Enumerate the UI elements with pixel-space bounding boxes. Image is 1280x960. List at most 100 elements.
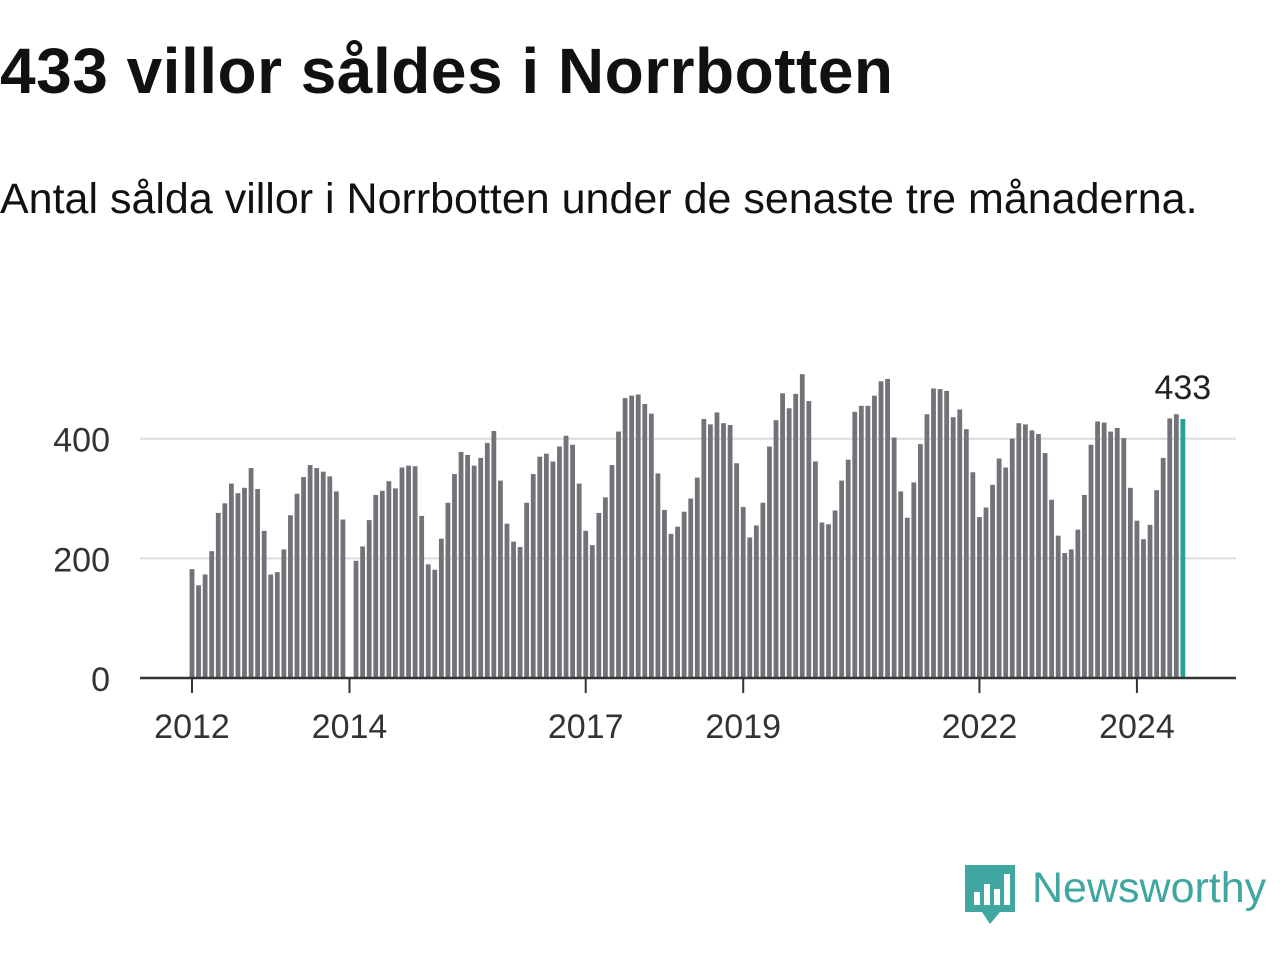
bar: [517, 547, 523, 678]
bar: [301, 477, 306, 678]
bar: [917, 444, 923, 678]
bar: [215, 512, 221, 678]
bar: [858, 405, 864, 678]
bar: [891, 437, 897, 678]
bar: [373, 494, 379, 678]
bar: [360, 546, 366, 678]
bar: [819, 522, 825, 678]
bar: [806, 401, 812, 678]
bar: [1082, 494, 1087, 678]
bar: [445, 502, 451, 678]
bar: [248, 468, 254, 678]
x-tick-label: 2014: [312, 708, 388, 746]
bar: [399, 467, 405, 678]
bar: [583, 530, 589, 678]
bar: [931, 388, 936, 678]
bar: [235, 493, 241, 678]
bar: [662, 509, 667, 678]
bar: [491, 430, 497, 678]
bar: [957, 409, 963, 678]
bar: [996, 458, 1002, 678]
bar: [432, 569, 438, 678]
bar: [333, 491, 339, 678]
bar: [1036, 433, 1041, 678]
bar: [393, 488, 398, 678]
y-tick-label: 200: [53, 541, 110, 579]
bar: [1095, 421, 1100, 678]
newsworthy-logo-icon: [965, 865, 1015, 924]
axes: [140, 676, 1236, 693]
bar: [563, 435, 569, 678]
bar: [1022, 424, 1028, 678]
bar: [924, 414, 930, 678]
bar: [524, 502, 530, 678]
bar: [832, 510, 838, 678]
bar: [694, 477, 700, 678]
bar: [609, 465, 615, 678]
bar: [196, 585, 201, 678]
bar: [1127, 487, 1133, 678]
bar: [740, 506, 746, 678]
bar: [1068, 549, 1074, 678]
chart-subtitle: Antal sålda villor i Norrbotten under de…: [0, 175, 1198, 223]
bar: [340, 519, 346, 678]
bar: [353, 560, 359, 678]
bar: [255, 488, 261, 678]
bar: [1173, 414, 1179, 678]
chart-title: 433 villor såldes i Norrbotten: [0, 35, 894, 107]
bar: [366, 520, 372, 678]
bar: [1062, 552, 1068, 678]
bar: [714, 412, 720, 678]
bar: [865, 405, 871, 678]
bar: [425, 564, 431, 678]
bar: [511, 541, 516, 678]
bar: [1088, 444, 1094, 678]
y-tick-label: 400: [53, 422, 110, 460]
bar: [878, 381, 884, 678]
bar: [826, 524, 831, 678]
bar: [1134, 520, 1140, 678]
bar: [530, 474, 536, 678]
bar: [570, 444, 575, 678]
bar: [681, 511, 687, 678]
bar: [1121, 438, 1127, 678]
bar: [773, 420, 779, 678]
bar: [970, 472, 976, 678]
bar: [793, 393, 799, 678]
bar: [767, 446, 772, 678]
bar: [603, 497, 608, 678]
bar: [379, 490, 385, 678]
x-tick-label: 2019: [705, 708, 781, 746]
bar: [675, 526, 680, 678]
bar: [504, 523, 510, 678]
bar: [707, 424, 713, 678]
bar: [904, 517, 910, 678]
bar: [1055, 535, 1061, 678]
bar: [990, 484, 995, 678]
bar: [268, 574, 274, 678]
bar: [294, 493, 300, 678]
highlight-value-label: 433: [1154, 369, 1211, 407]
bar: [1101, 422, 1107, 678]
bar: [452, 474, 457, 678]
bar: [977, 517, 982, 678]
bar: [576, 483, 582, 678]
bar: [228, 483, 234, 678]
bar: [1009, 438, 1015, 678]
bar: [688, 498, 694, 678]
bar: [307, 465, 313, 678]
bar: [589, 545, 595, 678]
bar: [963, 429, 969, 678]
x-tick-label: 2017: [548, 708, 624, 746]
bar-highlight: [1180, 419, 1186, 678]
brand-name: Newsworthy: [1032, 864, 1267, 912]
bar: [635, 394, 641, 678]
bar: [616, 431, 621, 678]
bar: [386, 481, 392, 678]
bar: [721, 423, 726, 678]
bar-chart: 0 200 400 2012 2014 2017 2019 2022 2024 433: [53, 369, 1236, 746]
bar: [760, 502, 766, 678]
bar: [812, 461, 818, 678]
bar: [845, 459, 851, 678]
bar: [622, 398, 628, 678]
